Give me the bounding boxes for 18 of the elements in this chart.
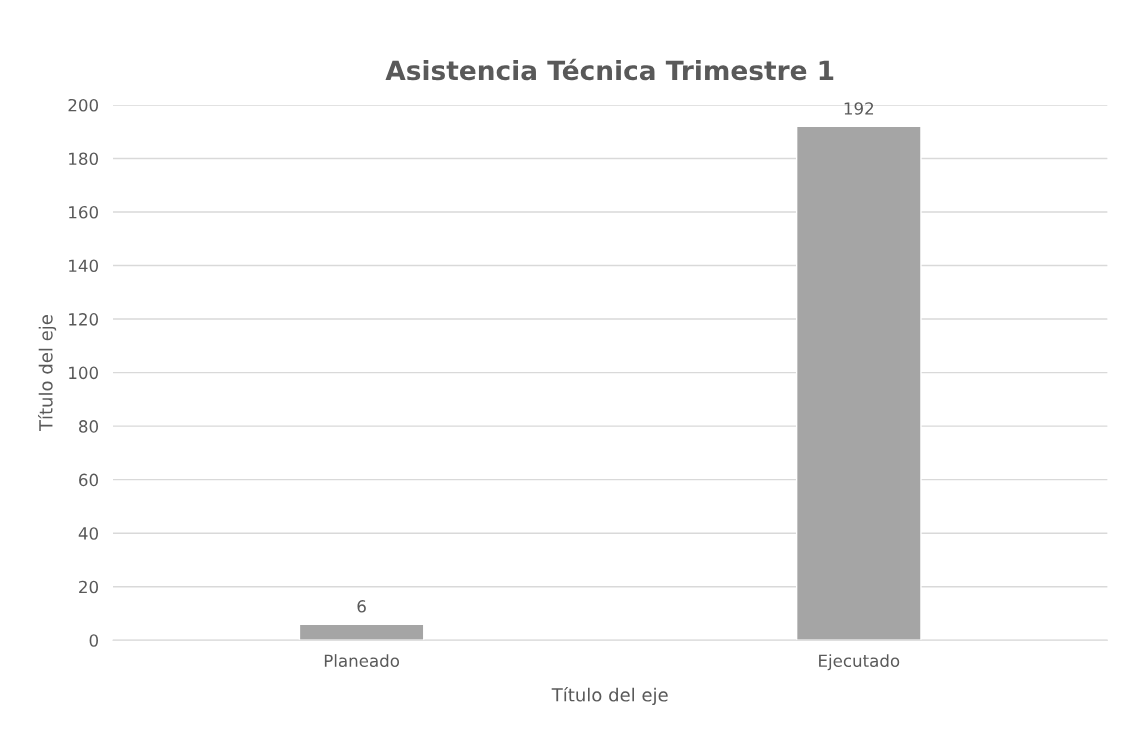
data-label: 6	[357, 600, 366, 613]
y-tick-label: 200	[68, 98, 98, 112]
y-tick-label: 0	[89, 634, 98, 647]
y-tick-label: 80	[79, 420, 98, 433]
y-tick-label: 40	[78, 527, 98, 540]
y-tick-label: 120	[69, 313, 98, 326]
y-tick-label: 160	[69, 205, 98, 219]
chart-title: Asistencia Técnica Trimestre 1	[385, 58, 834, 81]
y-tick-label: 20	[79, 580, 98, 594]
y-tick-label: 60	[79, 473, 98, 487]
x-tick-label: Ejecutado	[819, 654, 900, 671]
y-tick-label: 140	[69, 259, 98, 273]
y-tick-label: 100	[69, 366, 98, 380]
data-label: 192	[844, 102, 874, 115]
x-tick-label: Planeado	[324, 654, 400, 668]
y-tick-label: 180	[69, 152, 98, 166]
x-axis-title: Título del eje	[551, 686, 668, 706]
y-axis-title: Título del eje	[37, 315, 57, 432]
